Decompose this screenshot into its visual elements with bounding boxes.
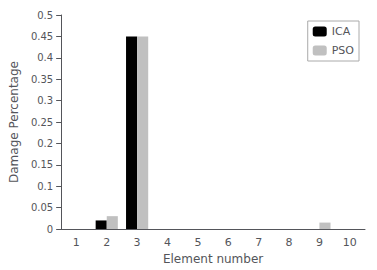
svg-text:7: 7 (255, 236, 262, 249)
svg-text:3: 3 (134, 236, 141, 249)
svg-text:4: 4 (164, 236, 171, 249)
svg-text:0: 0 (47, 224, 53, 235)
svg-text:0.35: 0.35 (31, 74, 53, 85)
svg-text:0.5: 0.5 (37, 10, 53, 21)
svg-text:6: 6 (225, 236, 232, 249)
svg-text:0.4: 0.4 (37, 52, 53, 63)
svg-text:9: 9 (316, 236, 323, 249)
svg-text:0.1: 0.1 (37, 181, 53, 192)
svg-text:0.05: 0.05 (31, 202, 53, 213)
svg-text:Damage Percentage: Damage Percentage (7, 61, 21, 183)
svg-text:1: 1 (73, 236, 80, 249)
svg-text:5: 5 (194, 236, 201, 249)
svg-text:0.3: 0.3 (37, 95, 53, 106)
svg-text:8: 8 (286, 236, 293, 249)
svg-text:2: 2 (103, 236, 110, 249)
svg-text:0.25: 0.25 (31, 117, 53, 128)
svg-text:0.45: 0.45 (31, 31, 53, 42)
svg-text:ICA: ICA (332, 25, 351, 38)
svg-text:10: 10 (343, 236, 357, 249)
svg-text:0.15: 0.15 (31, 159, 53, 170)
svg-text:PSO: PSO (332, 44, 355, 57)
svg-text:Element number: Element number (163, 252, 263, 266)
svg-text:0.2: 0.2 (37, 138, 53, 149)
